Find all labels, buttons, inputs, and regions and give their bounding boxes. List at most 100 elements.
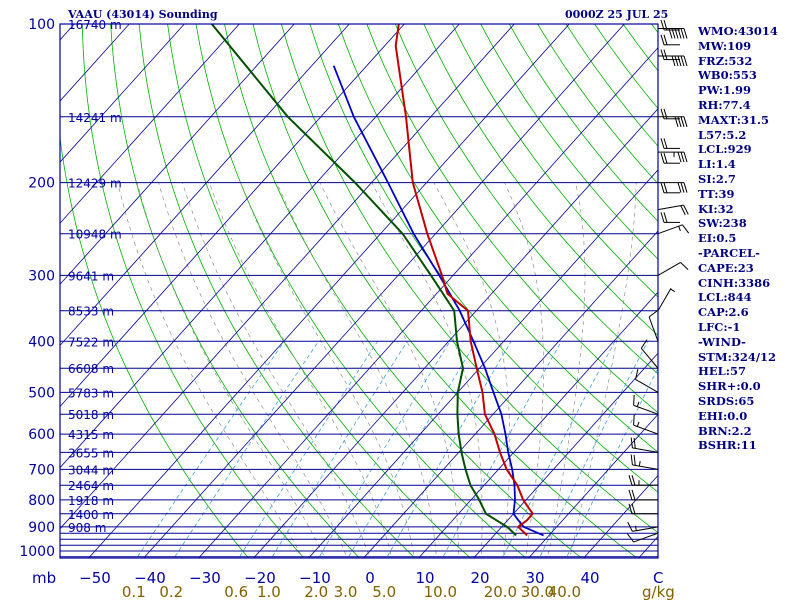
mixing-ratio-line — [347, 341, 477, 558]
height-label: 8533 m — [68, 305, 114, 319]
wind-barb-flag — [678, 226, 681, 232]
wind-barb-flag — [677, 151, 682, 163]
wind-barb-flag — [628, 475, 633, 486]
wind-barb — [660, 182, 680, 194]
wind-barb-flag — [680, 116, 685, 127]
isotherm — [60, 24, 405, 408]
mixing-ratio-line — [318, 341, 451, 558]
wind-barb-staff — [657, 204, 684, 211]
wind-barb-flag — [663, 138, 668, 149]
temperature-tick-label: −10 — [299, 569, 331, 587]
index-entry: STM:324/12 — [698, 349, 777, 364]
index-entry: PW:1.99 — [698, 83, 752, 98]
wind-barb — [633, 414, 659, 435]
height-label: 9641 m — [68, 269, 114, 283]
pressure-tick-label: 700 — [28, 462, 55, 478]
mixing-ratio-line — [502, 341, 616, 558]
wind-barb-flag — [660, 34, 665, 45]
wind-barb — [657, 182, 688, 193]
wind-barb-flag — [633, 394, 635, 406]
index-entry: CINH:3386 — [698, 275, 771, 290]
wind-barb — [635, 369, 659, 393]
isotherm — [60, 24, 350, 347]
wind-barb-flag — [638, 461, 641, 467]
pressure-tick-label: 100 — [28, 17, 55, 33]
wind-barb-flag — [628, 503, 633, 514]
wind-barb-flag — [631, 489, 636, 501]
wind-barb — [660, 49, 680, 61]
temperature-trace — [394, 24, 534, 537]
index-entry: BSHR:11 — [698, 438, 757, 453]
moist-adiabat — [240, 182, 415, 558]
moist-adiabat — [547, 182, 586, 558]
wind-barb-staff — [633, 404, 659, 415]
wind-barb — [657, 55, 688, 67]
dry-adiabat — [366, 24, 658, 414]
isotherm — [60, 24, 75, 41]
wind-barb-flag — [680, 151, 685, 163]
index-entry: HEL:57 — [698, 364, 746, 379]
isotherm — [253, 108, 658, 558]
moist-adiabat — [182, 182, 370, 558]
wind-barb-flag — [660, 212, 665, 223]
moist-adiabat — [117, 182, 304, 558]
mixing-ratio-label: 0.2 — [159, 583, 183, 600]
wind-barb-flag — [663, 108, 668, 119]
mixing-ratio-unit-label: g/kg — [642, 583, 675, 600]
wind-barb-flag — [683, 151, 688, 163]
wind-barb — [628, 475, 659, 486]
wind-barb-flag — [633, 437, 636, 449]
wind-barb-flag — [680, 182, 685, 193]
dry-adiabat — [394, 24, 658, 375]
moist-adiabat — [209, 182, 393, 558]
wind-barb — [630, 454, 659, 470]
index-entry: WMO:43014 — [698, 24, 778, 38]
pressure-tick-label: 600 — [28, 427, 55, 443]
wind-barb-flag — [648, 310, 658, 318]
isotherm — [60, 24, 460, 469]
temperature-tick-label: −30 — [189, 569, 221, 587]
wind-barb-flag — [680, 55, 685, 67]
wind-barb-flag — [683, 55, 688, 67]
pressure-tick-label: 400 — [28, 334, 55, 350]
wind-barb — [628, 503, 659, 515]
wind-barb-flag — [663, 19, 668, 31]
dry-adiabat — [138, 24, 416, 558]
wind-barb — [657, 204, 689, 216]
wind-barb-flag — [660, 108, 665, 119]
wind-barb-flag — [683, 182, 688, 193]
index-entry: MAXT:31.5 — [698, 112, 769, 127]
temperature-tick-label: 20 — [470, 569, 489, 587]
wind-barb-flag — [677, 182, 682, 193]
wind-barb — [630, 437, 659, 453]
wind-barb — [660, 138, 680, 149]
index-entry: EI:0.5 — [698, 231, 737, 246]
temperature-tick-label: 10 — [415, 569, 434, 587]
index-entry: KI:32 — [698, 201, 734, 216]
wind-barb-flag — [663, 49, 668, 60]
wind-barb-staff — [648, 316, 659, 342]
wind-barb-flag — [663, 212, 668, 223]
index-entry: TT:39 — [698, 186, 735, 201]
wind-barb-flag — [670, 288, 676, 293]
wind-barb-flag — [683, 204, 689, 215]
wind-barb — [660, 108, 680, 120]
temperature-tick-label: 40 — [580, 569, 599, 587]
mixing-ratio-label: 30.0 — [521, 583, 554, 600]
height-label: 3655 m — [68, 446, 114, 460]
temperature-tick-label: −50 — [79, 569, 111, 587]
mixing-ratio-label: 20.0 — [484, 583, 517, 600]
mixing-ratio-line — [136, 341, 285, 558]
mixing-ratio-label: 0.1 — [122, 583, 146, 600]
mixing-ratio-line — [565, 367, 658, 558]
mixing-ratio-line — [271, 341, 408, 558]
wind-barb-flag — [671, 55, 676, 67]
wind-barb-flag — [630, 454, 633, 465]
height-label: 2464 m — [68, 479, 114, 493]
wind-barb-flag — [663, 34, 668, 45]
moist-adiabat — [371, 182, 483, 558]
pressure-tick-label: 200 — [28, 176, 55, 192]
pressure-tick-label: 900 — [28, 520, 55, 536]
wind-barb-flag — [660, 182, 665, 193]
mixing-ratio-line — [442, 341, 562, 558]
